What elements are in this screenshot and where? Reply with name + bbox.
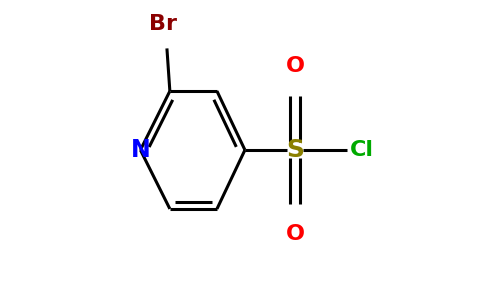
Text: O: O (286, 56, 304, 76)
Text: Cl: Cl (349, 140, 374, 160)
Text: O: O (286, 224, 304, 244)
Text: N: N (131, 138, 151, 162)
Text: Br: Br (149, 14, 177, 34)
Text: S: S (286, 138, 304, 162)
